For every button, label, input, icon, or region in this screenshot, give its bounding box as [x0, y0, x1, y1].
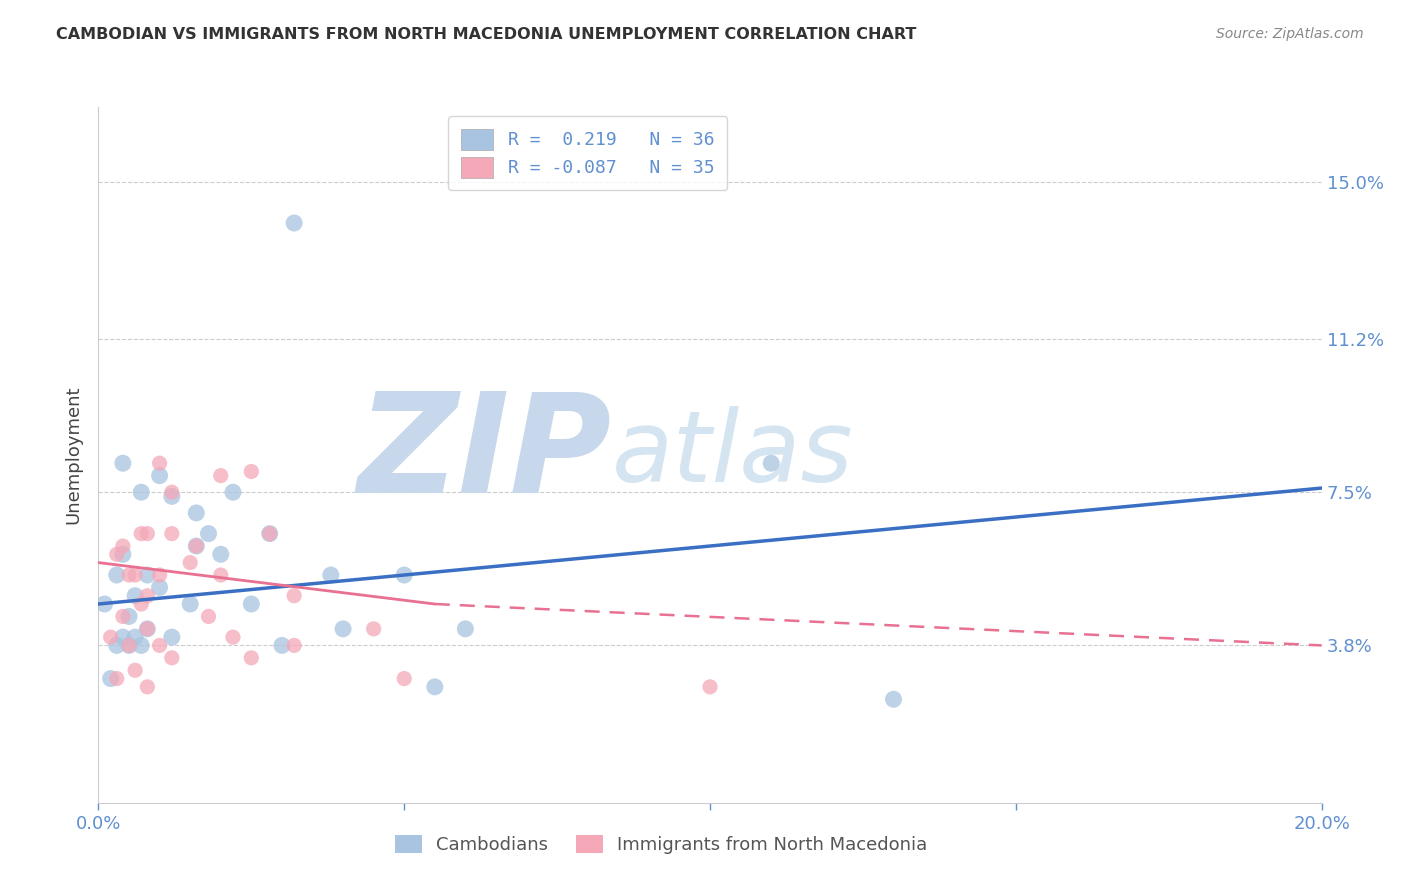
Point [105, 672, 128, 686]
Point [124, 568, 146, 582]
Point [105, 568, 128, 582]
Point [197, 609, 219, 624]
Point [209, 547, 232, 561]
Point [149, 581, 172, 595]
Point [363, 622, 385, 636]
Point [100, 630, 122, 644]
Point [118, 639, 141, 653]
Point [240, 465, 263, 479]
Point [149, 568, 172, 582]
Point [124, 589, 146, 603]
Point [160, 489, 183, 503]
Point [136, 568, 159, 582]
Point [160, 526, 183, 541]
Point [259, 526, 281, 541]
Point [100, 672, 122, 686]
Point [111, 456, 134, 470]
Point [209, 468, 232, 483]
Point [240, 651, 263, 665]
Point [105, 639, 128, 653]
Text: atlas: atlas [612, 407, 853, 503]
Point [160, 630, 183, 644]
Legend: Cambodians, Immigrants from North Macedonia: Cambodians, Immigrants from North Macedo… [385, 826, 936, 863]
Point [270, 639, 292, 653]
Point [699, 680, 721, 694]
Point [283, 589, 305, 603]
Point [222, 485, 245, 500]
Point [118, 568, 141, 582]
Point [319, 568, 342, 582]
Point [883, 692, 905, 706]
Point [136, 526, 159, 541]
Point [759, 456, 782, 470]
Point [454, 622, 477, 636]
Point [392, 672, 416, 686]
Point [111, 609, 134, 624]
Point [179, 556, 201, 570]
Point [129, 639, 152, 653]
Point [136, 622, 159, 636]
Point [124, 663, 146, 677]
Point [124, 630, 146, 644]
Text: Source: ZipAtlas.com: Source: ZipAtlas.com [1216, 27, 1364, 41]
Point [111, 630, 134, 644]
Point [423, 680, 446, 694]
Point [283, 216, 305, 230]
Point [222, 630, 245, 644]
Point [93, 597, 115, 611]
Point [149, 456, 172, 470]
Point [209, 568, 232, 582]
Point [259, 526, 281, 541]
Point [160, 651, 183, 665]
Point [111, 547, 134, 561]
Point [149, 639, 172, 653]
Point [136, 680, 159, 694]
Point [136, 622, 159, 636]
Point [392, 568, 416, 582]
Point [118, 609, 141, 624]
Point [283, 639, 305, 653]
Point [105, 547, 128, 561]
Point [160, 485, 183, 500]
Text: ZIP: ZIP [359, 387, 612, 523]
Point [332, 622, 354, 636]
Point [136, 589, 159, 603]
Point [111, 539, 134, 553]
Text: CAMBODIAN VS IMMIGRANTS FROM NORTH MACEDONIA UNEMPLOYMENT CORRELATION CHART: CAMBODIAN VS IMMIGRANTS FROM NORTH MACED… [56, 27, 917, 42]
Point [118, 639, 141, 653]
Point [240, 597, 263, 611]
Y-axis label: Unemployment: Unemployment [65, 385, 83, 524]
Point [186, 539, 208, 553]
Point [129, 526, 152, 541]
Point [179, 597, 201, 611]
Point [197, 526, 219, 541]
Point [186, 539, 208, 553]
Point [129, 485, 152, 500]
Point [149, 468, 172, 483]
Point [186, 506, 208, 520]
Point [129, 597, 152, 611]
